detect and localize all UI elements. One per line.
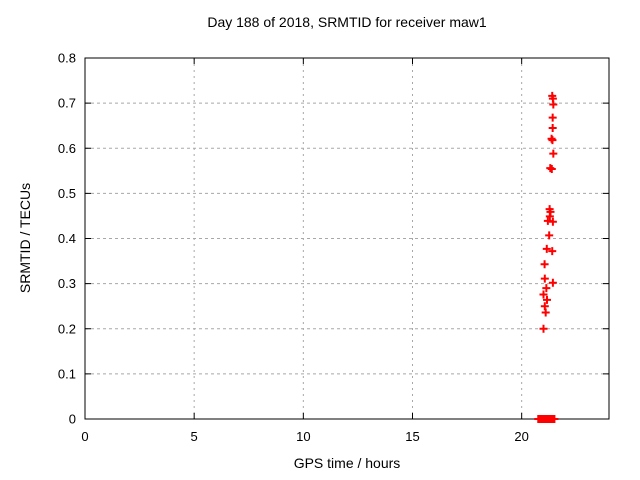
data-point-plus-marker [540, 260, 549, 269]
data-point-plus-marker [539, 324, 548, 333]
data-point-plus-marker [547, 165, 556, 174]
y-tick-label: 0.7 [58, 96, 76, 111]
data-point-plus-marker [548, 247, 557, 256]
y-tick-label: 0.5 [58, 186, 76, 201]
x-tick-label: 10 [296, 429, 310, 444]
y-tick-label: 0.4 [58, 231, 76, 246]
y-tick-label: 0.2 [58, 321, 76, 336]
x-tick-label: 15 [405, 429, 419, 444]
data-point-plus-marker [549, 100, 558, 109]
x-axis-label: GPS time / hours [293, 455, 401, 471]
data-point-plus-marker [542, 244, 551, 253]
data-point-plus-marker [539, 290, 548, 299]
y-tick-label: 0.6 [58, 141, 76, 156]
data-point-plus-marker [548, 278, 557, 287]
data-point-plus-marker [550, 415, 559, 423]
chart-title: Day 188 of 2018, SRMTID for receiver maw… [207, 14, 487, 30]
data-point-plus-marker [545, 212, 554, 221]
data-point-plus-marker [541, 308, 550, 317]
data-point-plus-marker [549, 149, 558, 158]
y-tick-label: 0.3 [58, 276, 76, 291]
data-point-plus-marker [542, 284, 551, 293]
x-tick-label: 0 [81, 429, 88, 444]
x-tick-label: 20 [514, 429, 528, 444]
data-point-plus-marker [545, 231, 554, 240]
data-point-plus-marker [548, 217, 557, 226]
x-tick-label: 5 [191, 429, 198, 444]
data-point-plus-marker [548, 123, 557, 132]
data-point-plus-marker [548, 136, 557, 145]
y-tick-label: 0 [69, 412, 76, 427]
y-tick-label: 0.8 [58, 51, 76, 66]
data-point-plus-marker [540, 274, 549, 283]
data-point-plus-marker [542, 295, 551, 304]
data-point-plus-marker [548, 113, 557, 122]
y-tick-label: 0.1 [58, 366, 76, 381]
